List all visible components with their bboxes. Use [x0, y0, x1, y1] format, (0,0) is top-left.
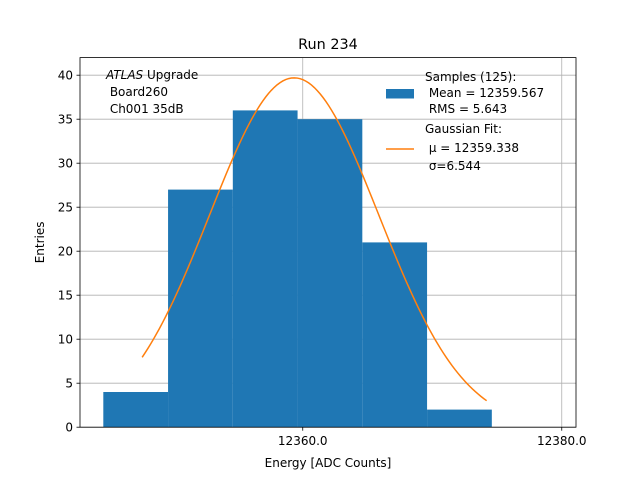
x-tick-label-0: 12360.0: [278, 434, 328, 448]
y-tick-label-2: 10: [58, 332, 73, 346]
legend-samples-rms: RMS = 5.643: [425, 102, 507, 116]
histogram-bar-0: [103, 392, 169, 428]
legend-swatch-samples: [386, 89, 414, 99]
y-tick-label-0: 0: [65, 420, 73, 434]
legend-fit-mu: μ = 12359.338: [425, 141, 519, 155]
y-axis-ticks: 0 5 10 15 20 25 30 35 40: [58, 68, 80, 434]
y-tick-label-8: 40: [58, 68, 73, 82]
annotation-text: ATLAS Upgrade Board260 Ch001 35dB: [105, 68, 198, 116]
annotation-line-2: Board260: [106, 85, 168, 99]
histogram-bar-5: [427, 409, 492, 428]
histogram-bar-4: [362, 242, 428, 428]
x-axis-ticks: 12360.0 12380.0: [278, 427, 587, 448]
legend-samples-mean: Mean = 12359.567: [425, 86, 544, 100]
histogram-bar-2: [232, 110, 298, 428]
histogram-bar-3: [297, 119, 363, 428]
y-tick-label-3: 15: [58, 288, 73, 302]
y-axis-label: Entries: [33, 222, 47, 264]
annotation-line-3: Ch001 35dB: [106, 102, 184, 116]
y-tick-label-4: 20: [58, 244, 73, 258]
annotation-line-1: ATLAS Upgrade: [105, 68, 198, 82]
plot-frame: [79, 57, 577, 428]
legend-fit-sigma: σ=6.544: [425, 159, 481, 173]
annotation-atlas: ATLAS: [105, 68, 144, 82]
y-tick-label-5: 25: [58, 200, 73, 214]
legend: Samples (125): Mean = 12359.567 RMS = 5.…: [386, 70, 544, 173]
y-tick-label-1: 5: [65, 376, 73, 390]
x-tick-label-1: 12380.0: [537, 434, 587, 448]
y-tick-label-6: 30: [58, 156, 73, 170]
chart-title: Run 234: [298, 37, 358, 53]
annotation-upgrade: Upgrade: [143, 68, 198, 82]
histogram-bars: [103, 110, 492, 428]
legend-samples-title: Samples (125):: [425, 70, 516, 84]
y-tick-label-7: 35: [58, 112, 73, 126]
gaussian-fit-curve: [141, 77, 488, 402]
x-axis-label: Energy [ADC Counts]: [265, 456, 392, 470]
histogram-bar-1: [168, 189, 233, 428]
legend-fit-title: Gaussian Fit:: [425, 122, 502, 136]
